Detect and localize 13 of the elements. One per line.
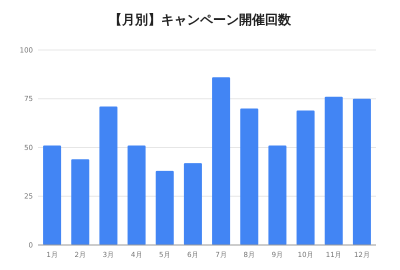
bar — [212, 77, 230, 245]
bar — [324, 96, 343, 245]
chart-title: 【月別】キャンペーン開催回数 — [109, 12, 292, 28]
bar — [99, 106, 118, 245]
bar — [296, 110, 315, 245]
bar — [128, 146, 146, 245]
bar — [71, 159, 90, 245]
bar — [352, 98, 371, 245]
bar — [184, 163, 202, 245]
bar — [268, 146, 286, 245]
bar — [240, 108, 258, 245]
bar — [43, 146, 62, 245]
bar — [156, 170, 174, 245]
